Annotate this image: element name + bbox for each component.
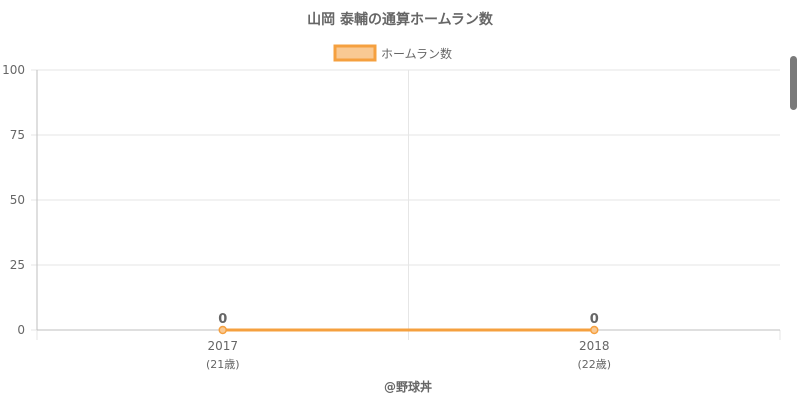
y-tick-label: 75 [10,128,25,142]
x-tick-label-age: (22歳) [577,358,611,371]
x-tick-label-year: 2017 [207,339,238,353]
data-point [590,325,599,335]
y-tick-label: 50 [10,193,25,207]
scrollbar-thumb[interactable] [790,56,797,110]
y-tick-label: 100 [2,63,25,77]
x-axis-tick-labels: 2017 (21歳) 2018 (22歳) [206,339,611,371]
x-tick-label-age: (21歳) [206,358,240,371]
data-label: 0 [590,312,599,327]
y-tick-label: 25 [10,258,25,272]
legend[interactable]: ホームラン数 [333,44,452,62]
grid [31,69,781,340]
credit-text: @野球丼 [384,379,432,394]
legend-label: ホームラン数 [381,46,452,61]
data-point [218,325,227,335]
data-label: 0 [218,312,227,327]
chart-title: 山岡 泰輔の通算ホームラン数 [307,11,494,28]
legend-swatch [333,44,377,62]
y-tick-label: 0 [17,323,25,337]
y-axis-tick-labels: 0 25 50 75 100 [2,63,25,337]
x-tick-label-year: 2018 [579,339,610,353]
